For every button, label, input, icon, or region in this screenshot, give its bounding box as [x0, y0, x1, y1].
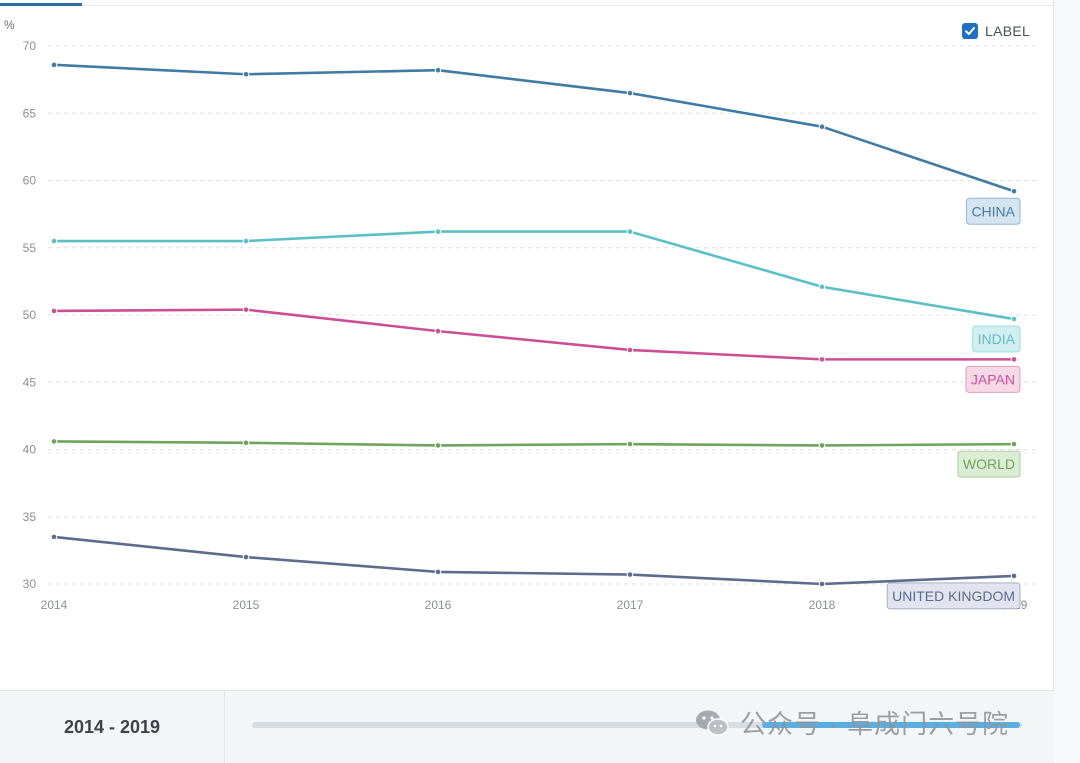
series-label-united-kingdom: UNITED KINGDOM: [886, 582, 1021, 610]
data-point-world[interactable]: [626, 440, 634, 448]
grid-layer: [48, 45, 1040, 585]
series-label-china: CHINA: [965, 197, 1021, 225]
series-line-china[interactable]: [52, 63, 1016, 193]
panel-border: [1053, 0, 1054, 690]
data-point-united-kingdom[interactable]: [818, 580, 826, 588]
y-tick-label: 55: [23, 241, 37, 255]
data-point-china[interactable]: [242, 70, 250, 78]
x-tick-label: 2018: [809, 598, 836, 612]
data-point-india[interactable]: [818, 283, 826, 291]
data-point-india[interactable]: [242, 237, 250, 245]
data-point-india[interactable]: [626, 228, 634, 235]
watermark: 公众号 · 阜成门六号院: [694, 704, 1009, 741]
series-label-text: WORLD: [963, 456, 1015, 472]
series-line-world[interactable]: [52, 440, 1016, 447]
series-label-box: [886, 582, 1021, 610]
y-tick-label: 35: [23, 510, 37, 524]
series-label-india: INDIA: [972, 325, 1021, 353]
data-point-united-kingdom[interactable]: [242, 553, 250, 561]
data-point-world[interactable]: [1010, 440, 1018, 448]
data-point-japan[interactable]: [50, 307, 58, 315]
year-range: 2014 - 2019: [0, 691, 225, 763]
watermark-text: 公众号 · 阜成门六号院: [740, 709, 1010, 739]
data-point-japan[interactable]: [434, 327, 442, 335]
series-label-text: CHINA: [971, 203, 1015, 219]
data-point-united-kingdom[interactable]: [626, 571, 634, 578]
time-range-footer: 2014 - 2019: [0, 690, 1054, 763]
data-point-world[interactable]: [242, 439, 250, 447]
data-point-japan[interactable]: [818, 356, 826, 363]
data-point-japan[interactable]: [626, 346, 634, 354]
data-point-japan[interactable]: [1010, 356, 1018, 363]
active-tab-indicator: [0, 3, 82, 6]
x-tick-label: 2015: [233, 598, 260, 612]
data-point-china[interactable]: [1010, 187, 1018, 195]
checkmark-icon: [965, 27, 975, 35]
range-slider-selection[interactable]: [762, 722, 1020, 728]
data-point-world[interactable]: [50, 438, 58, 445]
data-point-japan[interactable]: [242, 306, 250, 313]
data-point-india[interactable]: [434, 228, 442, 235]
y-tick-label: 50: [23, 308, 37, 322]
y-tick-label: 70: [23, 39, 37, 53]
series-line-india[interactable]: [52, 230, 1016, 321]
label-toggle[interactable]: LABEL: [962, 23, 1030, 39]
label-checkbox[interactable]: [962, 23, 978, 39]
data-point-china[interactable]: [50, 61, 58, 69]
y-tick-label: 45: [23, 375, 37, 389]
series-label-box: [972, 325, 1021, 353]
y-tick-label: 60: [23, 174, 37, 188]
range-slider-track[interactable]: [252, 722, 1022, 728]
tick-layer: 3035404550556065702014201520162017201820…: [23, 39, 1028, 612]
series-line-japan[interactable]: [52, 308, 1016, 361]
data-point-united-kingdom[interactable]: [434, 568, 442, 576]
y-axis-unit: %: [4, 18, 15, 32]
data-point-india[interactable]: [50, 237, 58, 245]
series-label-text: UNITED KINGDOM: [892, 588, 1015, 604]
x-tick-label: 2014: [41, 598, 68, 612]
x-tick-label: 2016: [425, 598, 452, 612]
y-tick-label: 30: [23, 577, 37, 591]
data-point-united-kingdom[interactable]: [1010, 572, 1018, 580]
year-range-text: 2014 - 2019: [63, 716, 161, 737]
series-layer: [50, 61, 1018, 588]
y-tick-label: 65: [23, 106, 37, 120]
series-label-layer: CHINA INDIA JAPAN WORLD UNITED KINGDOM: [886, 197, 1021, 610]
right-gutter: [1054, 0, 1080, 762]
series-label-japan: JAPAN: [965, 365, 1021, 393]
y-tick-label: 40: [23, 443, 37, 457]
series-label-box: [965, 365, 1021, 393]
series-label-box: [965, 197, 1021, 225]
data-point-world[interactable]: [818, 442, 826, 449]
series-label-text: JAPAN: [971, 371, 1015, 387]
series-label-world: WORLD: [957, 450, 1021, 478]
label-toggle-text: LABEL: [985, 23, 1031, 39]
data-point-india[interactable]: [1010, 315, 1018, 323]
data-point-china[interactable]: [626, 89, 634, 97]
series-line-united-kingdom[interactable]: [52, 535, 1016, 586]
series-label-text: INDIA: [978, 331, 1016, 347]
data-point-united-kingdom[interactable]: [50, 533, 58, 541]
series-label-box: [957, 450, 1021, 478]
data-point-world[interactable]: [434, 442, 442, 449]
data-point-china[interactable]: [434, 66, 442, 74]
line-chart: % 30 35 40 45 50 55 60 65 70 2014 2015 2016 2017 2018…: [4, 18, 1040, 612]
data-point-china[interactable]: [818, 123, 826, 130]
wechat-icon: [696, 710, 729, 736]
x-tick-label: 2017: [617, 598, 644, 612]
top-rule: [0, 5, 1080, 6]
